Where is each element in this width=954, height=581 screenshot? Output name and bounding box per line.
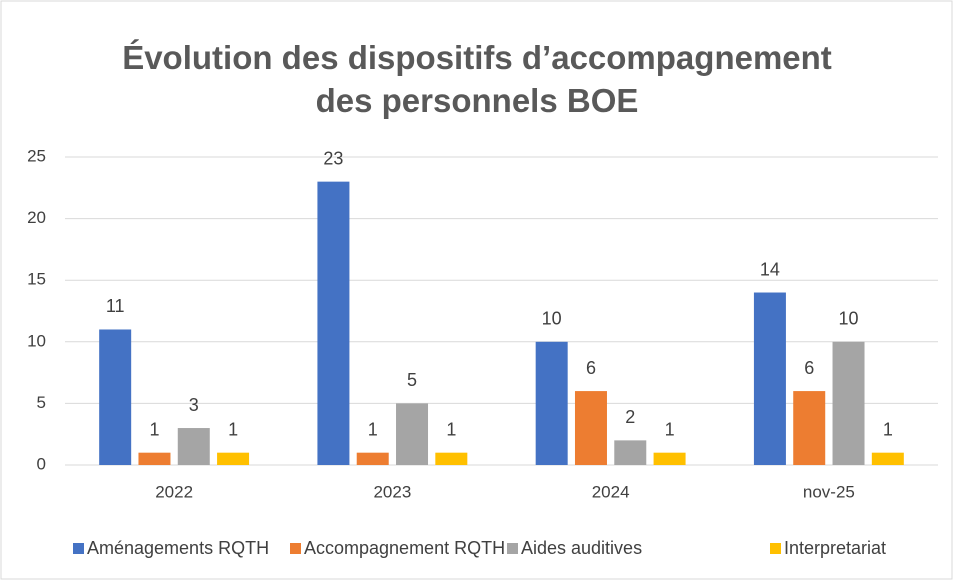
legend-swatch (290, 543, 301, 554)
bar (535, 341, 568, 465)
data-label: 6 (586, 358, 596, 378)
data-label: 23 (323, 148, 343, 168)
data-label: 14 (760, 259, 780, 279)
y-tick-label: 20 (27, 208, 46, 227)
legend-swatch (507, 543, 518, 554)
bar (435, 452, 468, 465)
bar (396, 403, 429, 465)
bar (574, 391, 607, 465)
x-tick-label: 2024 (592, 482, 630, 501)
y-tick-label: 15 (27, 270, 46, 289)
bar (871, 452, 904, 465)
data-label: 3 (189, 395, 199, 415)
x-tick-label: 2022 (155, 482, 193, 501)
bar (753, 292, 786, 465)
bar (614, 440, 647, 465)
bar (177, 428, 210, 465)
legend-label: Aménagements RQTH (87, 538, 269, 558)
y-tick-label: 10 (27, 331, 46, 350)
data-label: 10 (839, 309, 859, 329)
data-label: 2 (625, 407, 635, 427)
legend-swatch (770, 543, 781, 554)
bar (138, 452, 171, 465)
bar (793, 391, 826, 465)
legend-swatch (73, 543, 84, 554)
data-label: 1 (665, 419, 675, 439)
data-label: 1 (368, 419, 378, 439)
data-label: 1 (446, 419, 456, 439)
bar (832, 341, 865, 465)
y-tick-label: 25 (27, 146, 46, 165)
y-tick-label: 5 (37, 393, 46, 412)
chart-title: Évolution des dispositifs d’accompagneme… (122, 39, 832, 119)
legend-label: Interpretariat (784, 538, 886, 558)
x-tick-label: 2023 (373, 482, 411, 501)
y-tick-label: 0 (37, 454, 46, 473)
bar (99, 329, 132, 465)
data-label: 10 (542, 309, 562, 329)
x-tick-label: nov-25 (803, 482, 855, 501)
data-label: 1 (228, 419, 238, 439)
data-label: 5 (407, 370, 417, 390)
bar (217, 452, 250, 465)
data-label: 1 (149, 419, 159, 439)
bar (356, 452, 389, 465)
legend-label: Accompagnement RQTH (304, 538, 505, 558)
data-label: 6 (804, 358, 814, 378)
data-label: 11 (106, 296, 125, 316)
legend-label: Aides auditives (521, 538, 642, 558)
data-label: 1 (883, 419, 893, 439)
bar (653, 452, 686, 465)
bar (317, 181, 350, 465)
